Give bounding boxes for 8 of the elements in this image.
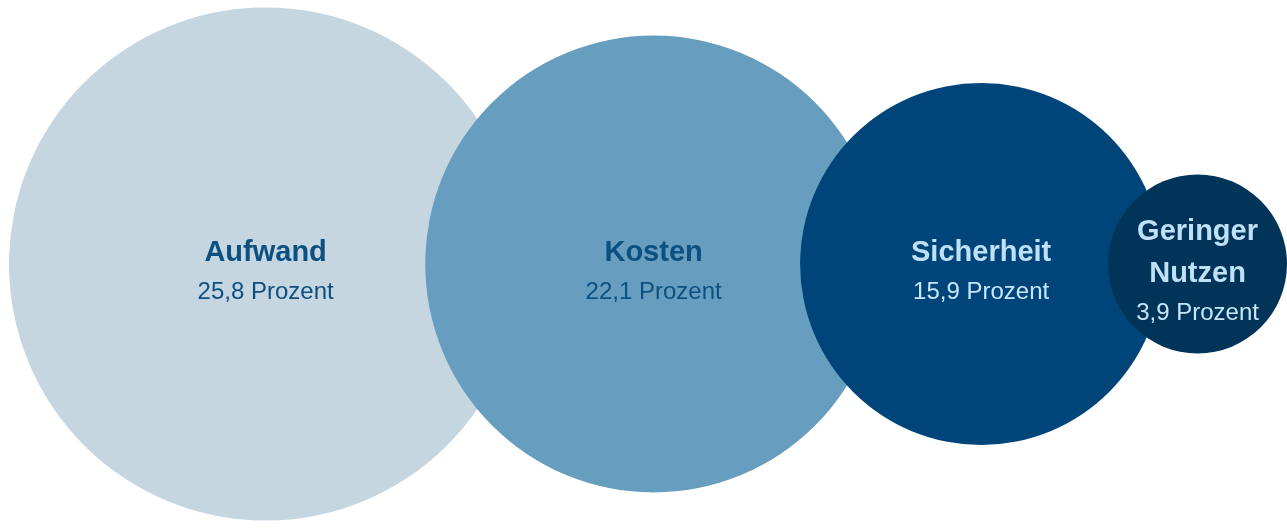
- data-label: 15,9 Prozent: [913, 277, 1050, 305]
- data-label: 3,9 Prozent: [1136, 298, 1260, 326]
- data-label: 25,8 Prozent: [197, 277, 334, 305]
- data-label: 22,1 Prozent: [585, 277, 722, 305]
- category-label: Aufwand: [204, 234, 327, 267]
- category-label: Sicherheit: [911, 234, 1052, 267]
- category-label: Kosten: [604, 234, 703, 267]
- category-label: Geringer Nutzen: [1137, 213, 1258, 288]
